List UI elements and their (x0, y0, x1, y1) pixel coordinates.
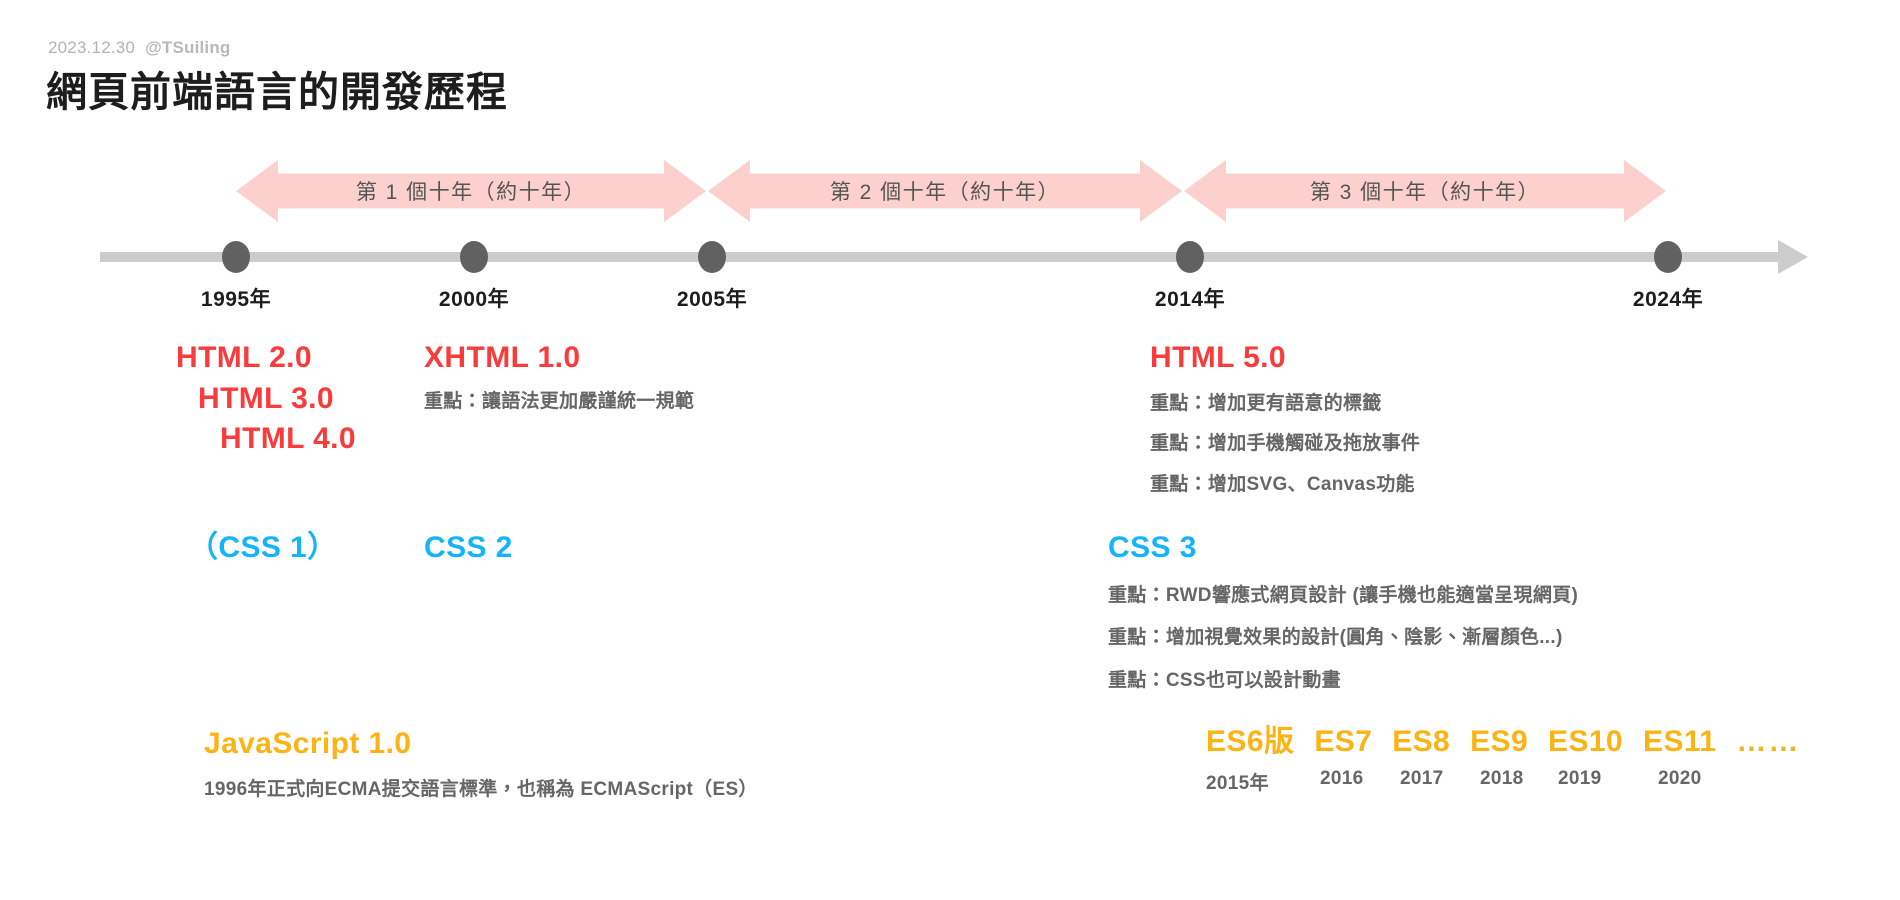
es-ellipsis: …… (1736, 725, 1801, 758)
publish-date: 2023.12.30 (48, 38, 136, 57)
es-version-6: ES6版 (1206, 725, 1295, 758)
es-version-8: ES8 (1392, 725, 1451, 758)
byline: 2023.12.30 @TSuiling (48, 38, 231, 58)
html-version-4: HTML 4.0 (220, 422, 357, 455)
css3-detail-2: 重點：增加視覺效果的設計(圓角、陰影、漸層顏色...) (1108, 627, 1563, 649)
html5-title: HTML 5.0 (1150, 341, 1287, 374)
timeline-node-1995 (222, 241, 250, 273)
decade-arrow-1-label: 第 1 個十年（約十年） (355, 181, 587, 204)
decade-arrow-2: 第 2 個十年（約十年） (708, 160, 1182, 222)
year-label-2024: 2024年 (1632, 288, 1704, 311)
html5-block: HTML 5.0 重點：增加更有語意的標籤 重點：增加手機觸碰及拖放事件 重點：… (1150, 338, 1420, 501)
html-version-3: HTML 3.0 (198, 381, 335, 415)
es-version-11: ES11 (1643, 725, 1717, 758)
es-year-2017: 2017 (1400, 768, 1444, 789)
decade-arrow-3: 第 3 個十年（約十年） (1184, 160, 1666, 222)
css3-detail-1: 重點：RWD響應式網頁設計 (讓手機也能適當呈現網頁) (1108, 584, 1579, 606)
decade-arrow-3-label: 第 3 個十年（約十年） (1309, 181, 1541, 204)
decade-arrow-2-label: 第 2 個十年（約十年） (829, 181, 1061, 204)
javascript-title: JavaScript 1.0 (204, 727, 412, 760)
ecmascript-version-row: ES6版 ES7 ES8 ES9 ES10 ES11 …… (1206, 724, 1800, 760)
timeline-node-2014 (1176, 241, 1204, 273)
year-label-1995: 1995年 (200, 288, 272, 311)
css3-detail-3: 重點：CSS也可以設計動畫 (1108, 670, 1341, 692)
css1-block: （CSS 1） (188, 528, 338, 569)
es-year-2019: 2019 (1558, 768, 1602, 789)
es-version-10: ES10 (1548, 725, 1624, 758)
javascript-block: JavaScript 1.0 1996年正式向ECMA提交語言標準，也稱為 EC… (204, 724, 758, 805)
html-early-versions-block: HTML 2.0 HTML 3.0 HTML 4.0 (176, 338, 356, 460)
es-year-2015: 2015年 (1206, 773, 1269, 794)
html-version-2: HTML 2.0 (176, 341, 313, 374)
es-year-2016: 2016 (1320, 768, 1364, 789)
year-label-2014: 2014年 (1154, 288, 1226, 311)
timeline-axis (100, 252, 1780, 262)
es-version-7: ES7 (1314, 725, 1373, 758)
css3-block: CSS 3 重點：RWD響應式網頁設計 (讓手機也能適當呈現網頁) 重點：增加視… (1108, 528, 1578, 697)
html5-detail-1: 重點：增加更有語意的標籤 (1150, 392, 1382, 414)
es-year-2018: 2018 (1480, 768, 1524, 789)
decade-band: 第 1 個十年（約十年） 第 2 個十年（約十年） 第 3 個十年（約十年） (0, 160, 1900, 222)
html5-detail-3: 重點：增加SVG、Canvas功能 (1150, 474, 1415, 496)
javascript-detail-1: 1996年正式向ECMA提交語言標準，也稱為 ECMAScript（ES） (204, 778, 758, 800)
year-label-2000: 2000年 (438, 288, 510, 311)
css3-title: CSS 3 (1108, 531, 1197, 564)
xhtml-title: XHTML 1.0 (424, 341, 581, 374)
timeline-node-2005 (698, 241, 726, 273)
ecmascript-year-row: 2015年 2016 2017 2018 2019 2020 (1206, 768, 1800, 795)
html5-detail-2: 重點：增加手機觸碰及拖放事件 (1150, 433, 1421, 455)
year-label-2005: 2005年 (676, 288, 748, 311)
xhtml-detail-1: 重點：讓語法更加嚴謹統一規範 (424, 390, 695, 412)
css2-block: CSS 2 (424, 528, 513, 569)
css1-title: （CSS 1） (188, 531, 338, 564)
css2-title: CSS 2 (424, 531, 513, 564)
decade-arrow-1: 第 1 個十年（約十年） (236, 160, 706, 222)
ecmascript-block: ES6版 ES7 ES8 ES9 ES10 ES11 …… 2015年 2016… (1206, 724, 1800, 795)
timeline-node-2000 (460, 241, 488, 273)
es-year-2020: 2020 (1658, 768, 1702, 789)
xhtml-block: XHTML 1.0 重點：讓語法更加嚴謹統一規範 (424, 338, 694, 417)
timeline-node-2024 (1654, 241, 1682, 273)
author-handle: @TSuiling (145, 38, 231, 57)
es-version-9: ES9 (1470, 725, 1529, 758)
timeline-arrowhead-icon (1778, 240, 1808, 274)
page-title: 網頁前端語言的開發歷程 (46, 69, 508, 115)
